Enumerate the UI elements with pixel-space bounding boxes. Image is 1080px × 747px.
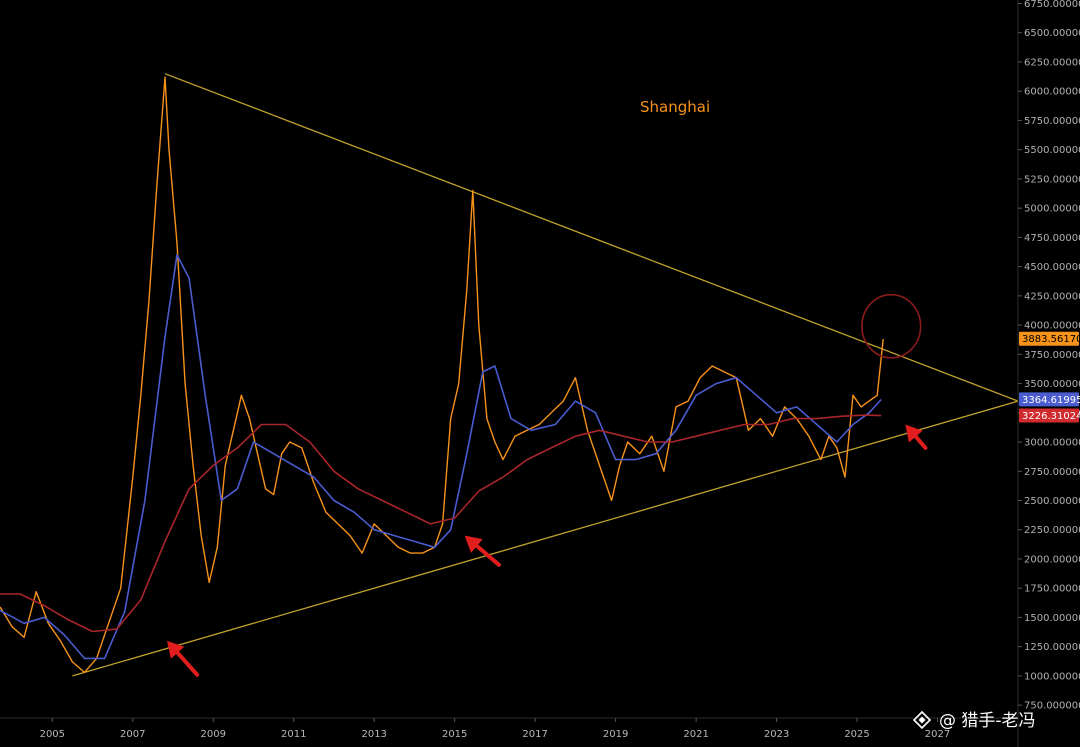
price-axis[interactable]: 750.000000 1000.000000 1250.000000 1500.000…: [1018, 0, 1080, 712]
price-tag: 3883.56170: [1019, 331, 1080, 346]
watermark-text: @ 猎手-老冯: [939, 711, 1036, 731]
price-tag: 3226.31024: [1019, 408, 1080, 423]
price-tick-label: 5500.000000: [1024, 145, 1080, 156]
price-tick-label: 4250.000000: [1024, 291, 1080, 302]
time-tick-label: 2023: [764, 729, 789, 740]
logo-diamond-icon: [912, 710, 932, 730]
price-tag-layer: 3883.56170 3364.61995 3226.31024: [1019, 331, 1080, 423]
price-line: [0, 76, 884, 674]
series-layer: [0, 76, 884, 674]
chart-title: Shanghai: [640, 98, 710, 116]
time-tick-label: 2009: [201, 729, 226, 740]
price-tick-label: 4000.000000: [1024, 321, 1080, 332]
price-tick-label: 2250.000000: [1024, 525, 1080, 536]
price-tick-label: 6750.000000: [1024, 0, 1080, 10]
slow-ma-line: [0, 414, 882, 633]
price-tick-label: 1750.000000: [1024, 584, 1080, 595]
time-tick-label: 2017: [522, 729, 547, 740]
watermark: @ 猎手-老冯: [912, 710, 1036, 731]
price-tick-label: 1500.000000: [1024, 613, 1080, 624]
time-tick-label: 2019: [603, 729, 628, 740]
price-tick-label: 5750.000000: [1024, 116, 1080, 127]
trendline-1: [164, 73, 1019, 402]
price-tag-label: 3226.31024: [1022, 411, 1080, 422]
time-axis[interactable]: 2005 2007 2009 2011 2013 2015 2017 2019 2021 2023…: [40, 718, 951, 740]
red-arrow-icon: [464, 535, 501, 567]
price-tick-label: 4750.000000: [1024, 233, 1080, 244]
time-tick-label: 2027: [925, 729, 950, 740]
price-tick-label: 2750.000000: [1024, 467, 1080, 478]
price-tick-label: 1250.000000: [1024, 642, 1080, 653]
price-tick-label: 750.000000: [1024, 701, 1080, 712]
price-tick-label: 3750.000000: [1024, 350, 1080, 361]
red-arrow-icon: [166, 640, 200, 677]
price-tag-label: 3364.61995: [1022, 395, 1080, 406]
price-tick-label: 3000.000000: [1024, 438, 1080, 449]
price-tick-label: 3500.000000: [1024, 379, 1080, 390]
price-tag-label: 3883.56170: [1022, 334, 1080, 345]
price-tick-label: 2500.000000: [1024, 496, 1080, 507]
fast-ma-line: [0, 254, 882, 660]
annotation-layer: [166, 293, 928, 677]
price-tick-label: 4500.000000: [1024, 262, 1080, 273]
time-tick-label: 2013: [361, 729, 386, 740]
red-arrow-icon: [905, 424, 928, 450]
time-tick-label: 2021: [683, 729, 708, 740]
price-tag: 3364.61995: [1019, 392, 1080, 407]
trendline-layer: [72, 73, 1019, 677]
price-tick-label: 6500.000000: [1024, 28, 1080, 39]
time-tick-label: 2011: [281, 729, 306, 740]
price-tick-label: 6250.000000: [1024, 57, 1080, 68]
price-tick-label: 5250.000000: [1024, 174, 1080, 185]
price-tick-label: 5000.000000: [1024, 204, 1080, 215]
time-tick-label: 2007: [120, 729, 145, 740]
time-tick-label: 2005: [40, 729, 65, 740]
price-tick-label: 6000.000000: [1024, 87, 1080, 98]
time-tick-label: 2025: [844, 729, 869, 740]
highlight-circle: [861, 293, 922, 359]
price-tick-label: 2000.000000: [1024, 554, 1080, 565]
trendline-2: [72, 400, 1019, 677]
price-tick-label: 1000.000000: [1024, 671, 1080, 682]
time-tick-label: 2015: [442, 729, 467, 740]
